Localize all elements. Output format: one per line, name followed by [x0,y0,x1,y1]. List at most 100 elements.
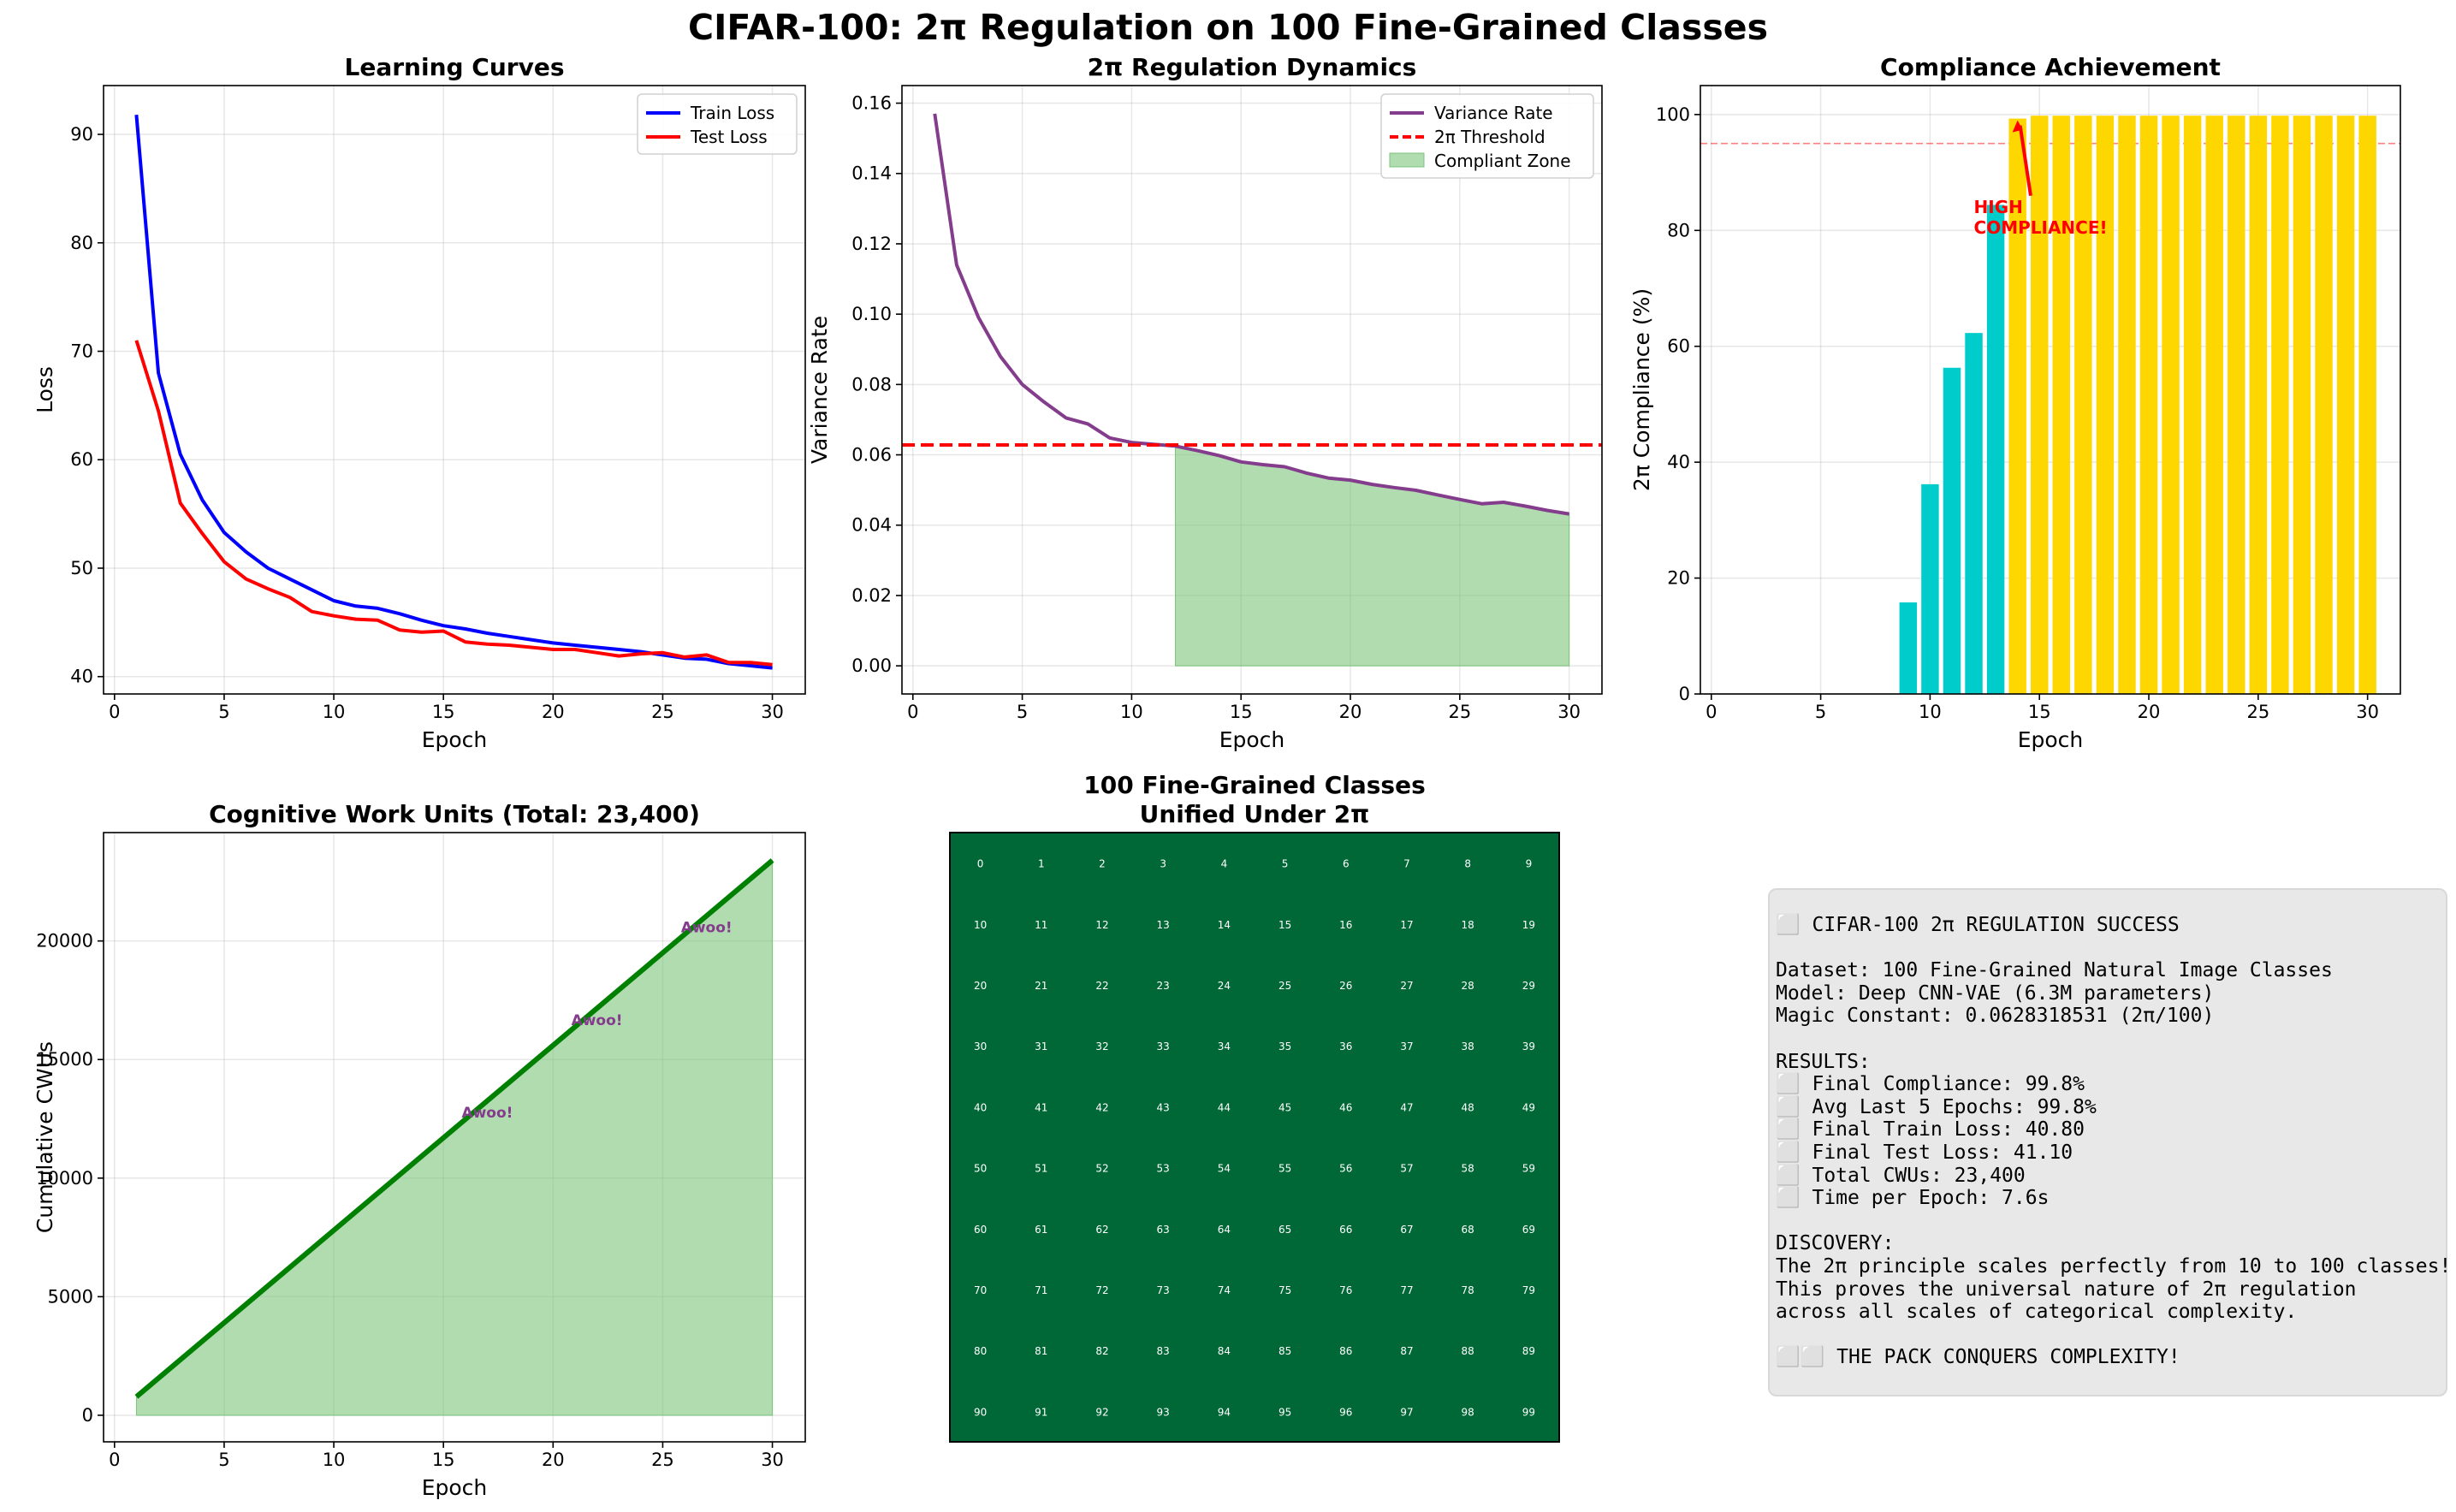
x-axis-label: Epoch [422,1475,488,1500]
y-tick-label: 20 [1667,568,1690,589]
bar [2008,118,2026,694]
awoo-label: Awoo! [681,920,733,937]
class-cell-label: 71 [1035,1284,1047,1296]
x-axis-label: Epoch [2018,727,2084,752]
annotation-label: COMPLIANCE! [1974,217,2108,238]
x-tick-label: 25 [651,1450,674,1470]
class-cell-label: 91 [1035,1406,1047,1418]
bar [2139,116,2158,694]
class-cell-label: 57 [1400,1163,1413,1175]
class-cell-label: 74 [1218,1284,1231,1296]
y-tick-label: 20000 [36,931,93,952]
bar [2118,116,2136,694]
class-cell-label: 46 [1339,1101,1352,1113]
legend-label: Variance Rate [1434,103,1553,123]
class-cell-label: 52 [1095,1163,1108,1175]
class-cell-label: 22 [1095,980,1108,992]
chart-title: Compliance Achievement [1880,53,2221,81]
x-tick-label: 10 [1120,702,1143,722]
x-tick-label: 0 [109,1450,120,1470]
class-cell-label: 4 [1221,858,1228,870]
class-cell-label: 84 [1218,1345,1231,1357]
y-tick-label: 15000 [36,1049,93,1070]
y-tick-label: 60 [70,449,93,470]
class-cell-label: 41 [1035,1101,1047,1113]
class-cell-label: 0 [977,858,984,870]
class-cell-label: 43 [1157,1101,1170,1113]
x-tick-label: 25 [2246,702,2269,722]
class-cell-label: 59 [1522,1163,1535,1175]
class-cell-label: 28 [1462,980,1474,992]
bar [2228,116,2245,694]
summary-line: ⬜ Final Compliance: 99.8% [1776,1073,2085,1096]
class-cell-label: 88 [1462,1345,1474,1357]
class-cell-label: 7 [1403,858,1410,870]
class-cell-label: 23 [1157,980,1170,992]
x-tick-label: 25 [651,702,674,722]
x-tick-label: 15 [432,702,455,722]
bar [2315,116,2333,694]
class-cell-label: 48 [1462,1101,1474,1113]
plot-frame [901,85,1603,695]
class-cell-label: 36 [1339,1041,1352,1052]
class-cell-label: 97 [1400,1406,1413,1418]
class-cell-label: 63 [1157,1224,1170,1236]
class-cell-label: 66 [1339,1224,1352,1236]
summary-line: Dataset: 100 Fine-Grained Natural Image … [1776,959,2333,982]
class-cell-label: 10 [974,919,987,931]
bar [1986,205,2005,694]
class-cell-label: 39 [1522,1041,1535,1052]
summary-line [1776,1324,2446,1347]
class-cell-label: 60 [974,1224,987,1236]
summary-line: The 2π principle scales perfectly from 1… [1776,1254,2452,1278]
y-tick-label: 10000 [36,1168,93,1189]
summary-line: This proves the universal nature of 2π r… [1776,1278,2357,1301]
class-cell-label: 67 [1400,1224,1413,1236]
class-cell-label: 40 [974,1101,987,1113]
legend-label: 2π Threshold [1434,127,1545,147]
series-line-train-loss [134,115,773,670]
class-cell-label: 85 [1278,1345,1291,1357]
class-cell-label: 65 [1278,1224,1291,1236]
y-tick-label: 0.12 [851,234,892,254]
x-tick-label: 15 [1230,702,1253,722]
x-tick-label: 5 [218,1450,229,1470]
summary-line: across all scales of categorical complex… [1776,1301,2298,1324]
y-tick-label: 0 [1679,684,1690,704]
x-tick-label: 30 [761,702,784,722]
legend-box [637,93,798,155]
bar [2183,116,2202,694]
class-cell-label: 54 [1218,1163,1231,1175]
class-cell-label: 32 [1095,1041,1108,1052]
class-cell-label: 42 [1095,1101,1108,1113]
y-tick-label: 0.14 [851,163,892,184]
summary-line: ⬜ CIFAR-100 2π REGULATION SUCCESS [1776,914,2180,936]
class-cell-label: 98 [1462,1406,1474,1418]
x-tick-label: 30 [1557,702,1581,722]
summary-line: ⬜ Avg Last 5 Epochs: 99.8% [1776,1095,2097,1118]
class-cell-label: 8 [1464,858,1471,870]
summary-line: ⬜ Total CWUs: 23,400 [1776,1164,2026,1187]
class-cell-label: 77 [1400,1284,1413,1296]
summary-line: ⬜⬜ THE PACK CONQUERS COMPLEXITY! [1776,1346,2180,1369]
plot-frame [103,832,806,1443]
legend-box [1380,93,1594,179]
x-tick-label: 5 [1815,702,1826,722]
summary-line: Magic Constant: 0.0628318531 (2π/100) [1776,1005,2215,1028]
class-cell-label: 75 [1278,1284,1291,1296]
y-tick-label: 40 [1667,452,1690,472]
class-cell-label: 34 [1218,1041,1231,1052]
class-cell-label: 99 [1522,1406,1535,1418]
awoo-label: Awoo! [461,1105,513,1122]
class-cell-label: 62 [1095,1224,1108,1236]
class-cell-label: 19 [1522,919,1535,931]
cwu-line [134,858,774,1399]
y-tick-label: 0.02 [851,585,892,606]
y-tick-label: 70 [70,341,93,362]
x-tick-label: 5 [218,702,229,722]
x-tick-label: 5 [1017,702,1028,722]
summary-line: Model: Deep CNN-VAE (6.3M parameters) [1776,981,2215,1005]
class-cell-label: 76 [1339,1284,1352,1296]
class-cell-label: 17 [1400,919,1413,931]
